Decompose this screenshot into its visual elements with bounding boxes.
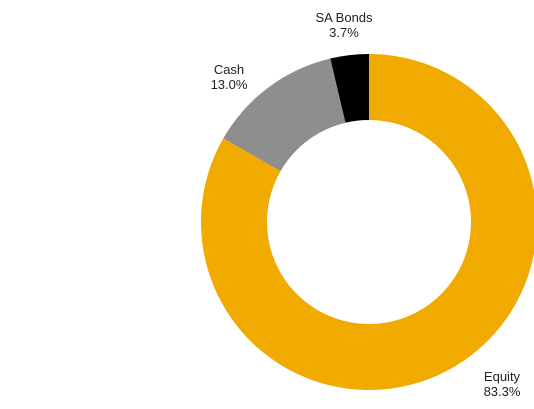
slice-value: 3.7%	[329, 25, 359, 40]
slice-value: 83.3%	[484, 384, 521, 399]
donut-slices	[201, 54, 534, 390]
slice-equity	[201, 54, 534, 390]
slice-name: Cash	[214, 62, 244, 77]
slice-name: SA Bonds	[315, 10, 373, 25]
slice-label-sa-bonds: SA Bonds 3.7%	[315, 10, 373, 40]
slice-value: 13.0%	[211, 77, 248, 92]
slice-label-equity: Equity 83.3%	[484, 369, 521, 399]
slice-label-cash: Cash 13.0%	[211, 62, 248, 92]
slice-sa-bonds	[330, 54, 369, 123]
slice-name: Equity	[484, 369, 521, 384]
slice-cash	[223, 58, 346, 172]
donut-labels: Equity 83.3% Cash 13.0% SA Bonds 3.7%	[211, 10, 521, 399]
